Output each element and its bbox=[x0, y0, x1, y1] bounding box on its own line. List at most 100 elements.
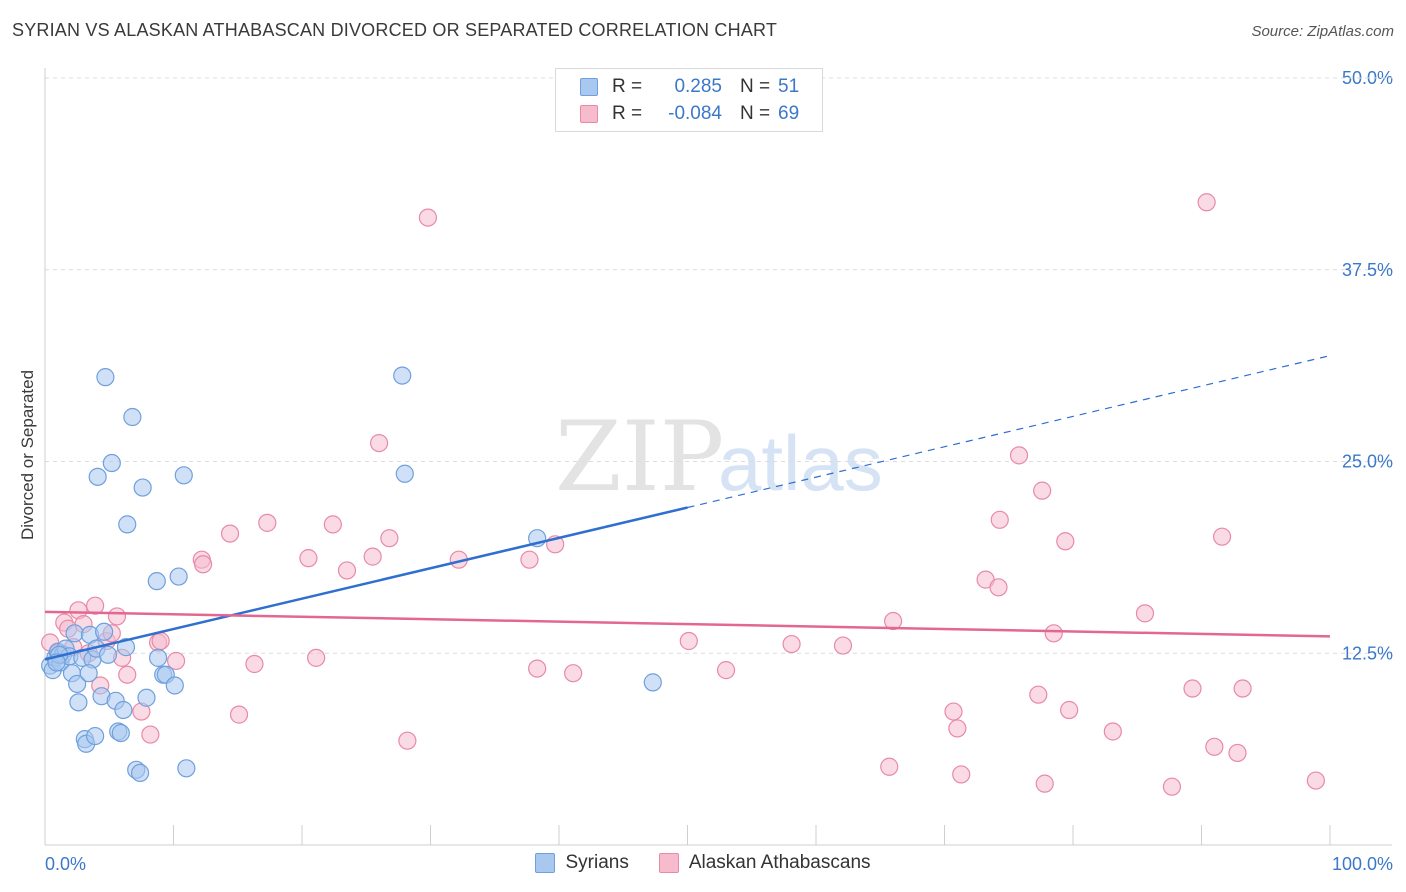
n-label: N = bbox=[740, 103, 771, 124]
watermark-atlas: atlas bbox=[718, 419, 883, 507]
syrians-trend-line-projection bbox=[687, 355, 1331, 509]
legend-row-syrians: R = 0.285 N = 51 bbox=[580, 74, 799, 100]
syrian-point bbox=[174, 466, 193, 485]
syrian-point bbox=[169, 567, 188, 586]
alaskan-point bbox=[883, 611, 903, 631]
alaskan-point bbox=[1009, 446, 1029, 465]
alaskan-point bbox=[989, 578, 1008, 597]
syrian-point bbox=[98, 645, 118, 664]
syrian-point bbox=[68, 674, 87, 694]
alaskan-point bbox=[1056, 532, 1075, 551]
alaskan-point bbox=[307, 648, 326, 667]
alaskan-point bbox=[1205, 737, 1224, 756]
syrians-legend-swatch bbox=[535, 853, 556, 873]
syrian-point bbox=[177, 759, 196, 778]
alaskan-point bbox=[880, 757, 899, 776]
syrian-point bbox=[102, 453, 121, 473]
n-label: N = bbox=[740, 76, 771, 97]
alaskan-point bbox=[418, 208, 438, 227]
syrian-point bbox=[137, 688, 156, 707]
legend-row-alaskan: R = -0.084 N = 69 bbox=[580, 101, 799, 127]
syrians-swatch bbox=[580, 78, 598, 96]
n-value: 51 bbox=[778, 76, 800, 97]
alaskan-point bbox=[716, 661, 736, 680]
syrian-point bbox=[133, 478, 152, 497]
syrian-point bbox=[111, 723, 130, 743]
alaskan-point bbox=[679, 631, 698, 651]
alaskan-swatch bbox=[580, 105, 598, 123]
alaskan-trend-line bbox=[44, 610, 1331, 638]
alaskan-point bbox=[229, 705, 249, 724]
alaskan-point bbox=[370, 433, 389, 453]
syrian-point bbox=[393, 366, 412, 385]
alaskan-point bbox=[520, 550, 539, 569]
alaskan-point bbox=[1060, 700, 1079, 720]
alaskan-point bbox=[245, 654, 264, 674]
x-tick-label-max: 100.0% bbox=[1332, 854, 1393, 874]
series-legend: Syrians Alaskan Athabascans bbox=[0, 852, 1406, 874]
alaskan-point bbox=[398, 731, 417, 750]
y-tick-label: 12.5% bbox=[1342, 643, 1393, 663]
alaskan-point bbox=[990, 510, 1009, 529]
syrian-point bbox=[130, 763, 150, 783]
watermark-zip: ZIP bbox=[555, 401, 724, 513]
syrian-point bbox=[65, 624, 84, 643]
alaskan-point bbox=[299, 549, 318, 568]
alaskan-point bbox=[337, 561, 357, 580]
alaskan-point bbox=[151, 631, 170, 651]
syrian-point bbox=[147, 572, 166, 591]
syrian-point bbox=[96, 368, 115, 387]
alaskan-point bbox=[258, 513, 277, 532]
alaskan-point bbox=[220, 524, 240, 543]
alaskan-point bbox=[1233, 679, 1252, 698]
alaskan-point bbox=[564, 664, 583, 683]
r-label: R = bbox=[612, 76, 643, 97]
syrian-point bbox=[95, 622, 114, 641]
alaskan-point bbox=[1183, 679, 1202, 698]
alaskan-point bbox=[118, 665, 137, 684]
alaskan-point bbox=[1135, 604, 1155, 623]
correlation-legend: R = 0.285 N = 51 R = -0.084 N = 69 bbox=[555, 68, 823, 132]
syrian-point bbox=[114, 700, 133, 720]
x-tick-label-min: 0.0% bbox=[45, 854, 86, 874]
legend-item-alaskan[interactable]: Alaskan Athabascans bbox=[658, 852, 871, 874]
alaskan-point bbox=[528, 659, 547, 678]
alaskan-point bbox=[1103, 722, 1122, 741]
alaskan-point bbox=[363, 547, 382, 566]
alaskan-point bbox=[782, 634, 801, 654]
alaskan-point bbox=[833, 636, 853, 655]
alaskan-point bbox=[86, 596, 105, 615]
syrian-point bbox=[118, 515, 137, 534]
alaskan-point bbox=[166, 651, 186, 671]
alaskan-point bbox=[141, 725, 160, 744]
alaskan-point bbox=[1197, 193, 1216, 212]
alaskan-point bbox=[107, 607, 127, 626]
y-tick-label: 37.5% bbox=[1342, 260, 1393, 280]
syrian-point bbox=[643, 673, 662, 692]
r-label: R = bbox=[612, 103, 643, 124]
alaskan-point bbox=[948, 719, 967, 738]
alaskan-point bbox=[952, 765, 971, 784]
alaskan-point bbox=[1306, 771, 1325, 790]
alaskan-point bbox=[323, 515, 342, 534]
syrian-point bbox=[88, 467, 107, 486]
alaskan-legend-swatch bbox=[658, 853, 679, 873]
alaskan-point bbox=[1212, 527, 1232, 546]
syrian-point bbox=[79, 664, 98, 683]
legend-item-syrians[interactable]: Syrians bbox=[535, 852, 629, 874]
alaskan-point bbox=[1044, 624, 1063, 643]
source-label: Source: ZipAtlas.com bbox=[1251, 23, 1394, 40]
alaskan-legend-label: Alaskan Athabascans bbox=[688, 852, 871, 873]
r-value: 0.285 bbox=[674, 76, 722, 97]
syrian-point bbox=[86, 726, 105, 746]
alaskan-point bbox=[944, 702, 963, 721]
n-value: 69 bbox=[778, 103, 800, 124]
syrians-legend-label: Syrians bbox=[565, 852, 629, 873]
alaskan-point bbox=[1228, 743, 1247, 763]
syrian-point bbox=[165, 676, 184, 695]
alaskan-point bbox=[380, 529, 399, 548]
chart-title: SYRIAN VS ALASKAN ATHABASCAN DIVORCED OR… bbox=[12, 20, 778, 40]
syrian-point bbox=[395, 464, 414, 483]
syrian-point bbox=[69, 693, 88, 712]
